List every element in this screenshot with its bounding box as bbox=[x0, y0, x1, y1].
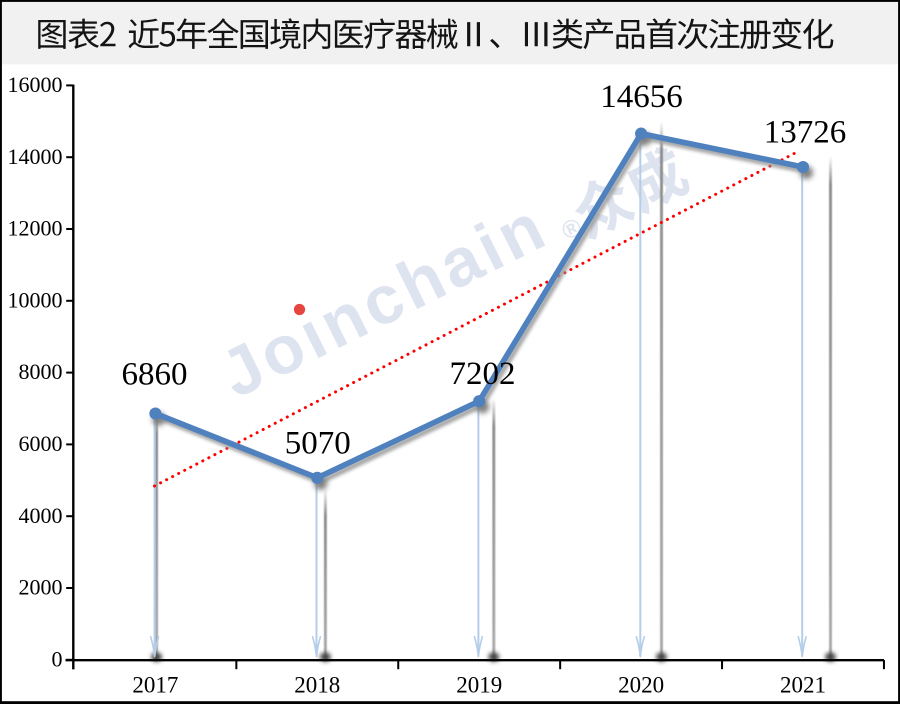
svg-text:10000: 10000 bbox=[8, 287, 63, 312]
svg-text:16000: 16000 bbox=[8, 72, 63, 97]
svg-text:12000: 12000 bbox=[8, 216, 63, 241]
svg-text:2020: 2020 bbox=[618, 673, 664, 698]
svg-text:14656: 14656 bbox=[600, 79, 683, 115]
svg-text:6860: 6860 bbox=[122, 356, 188, 392]
svg-text:13726: 13726 bbox=[764, 115, 847, 151]
svg-text:4000: 4000 bbox=[19, 503, 63, 528]
svg-text:5070: 5070 bbox=[285, 425, 351, 461]
svg-text:0: 0 bbox=[52, 646, 63, 671]
svg-text:2000: 2000 bbox=[19, 575, 63, 600]
svg-text:2021: 2021 bbox=[780, 673, 826, 698]
svg-text:6000: 6000 bbox=[19, 431, 63, 456]
svg-text:2018: 2018 bbox=[294, 673, 340, 698]
svg-text:2019: 2019 bbox=[456, 673, 502, 698]
svg-text:2017: 2017 bbox=[132, 673, 178, 698]
svg-text:8000: 8000 bbox=[19, 359, 63, 384]
svg-text:14000: 14000 bbox=[8, 144, 63, 169]
svg-text:7202: 7202 bbox=[450, 356, 516, 392]
